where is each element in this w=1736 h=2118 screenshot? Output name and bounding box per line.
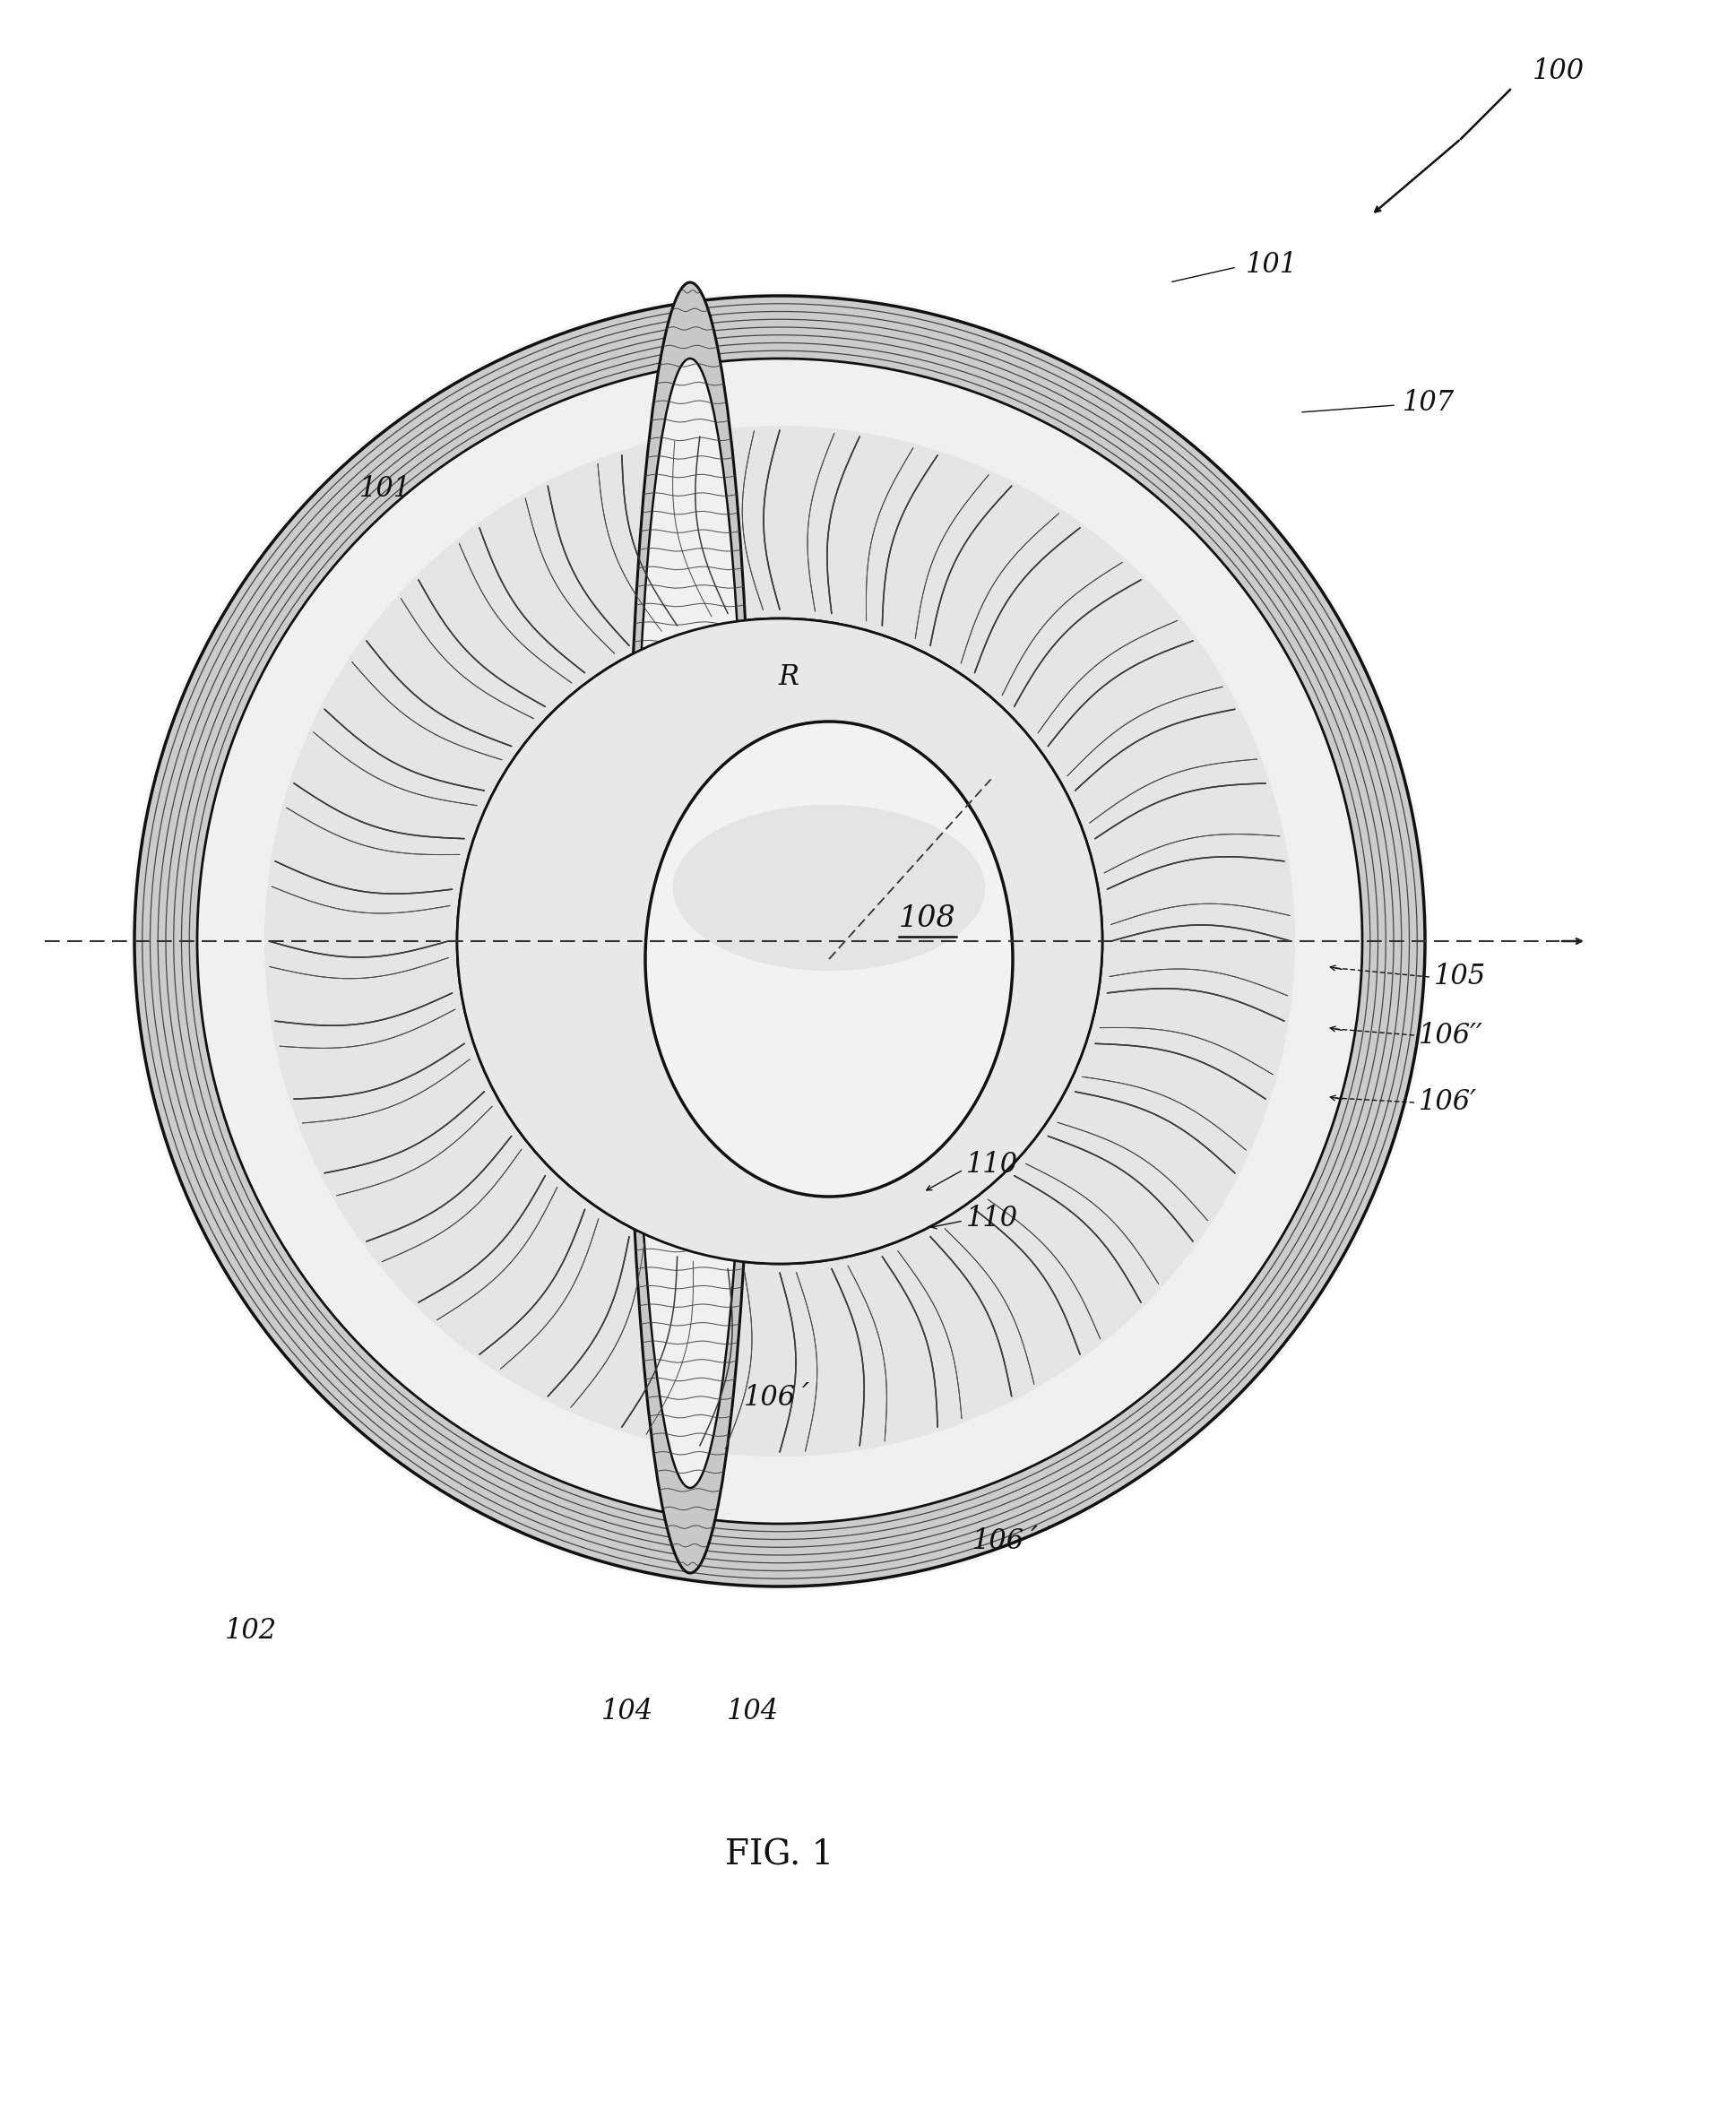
Ellipse shape: [674, 805, 986, 970]
Text: 101: 101: [1246, 250, 1299, 277]
Text: 104: 104: [601, 1699, 653, 1726]
Text: 110: 110: [967, 1205, 1019, 1233]
Circle shape: [134, 297, 1425, 1586]
Text: 106′: 106′: [1418, 1089, 1477, 1116]
Text: 107: 107: [1403, 390, 1455, 417]
Circle shape: [457, 618, 1102, 1264]
Circle shape: [198, 358, 1363, 1523]
Text: 106′′: 106′′: [1418, 1021, 1483, 1048]
Ellipse shape: [646, 722, 1012, 1197]
Text: 106´´: 106´´: [972, 1527, 1052, 1555]
Text: 101: 101: [359, 474, 411, 502]
Ellipse shape: [627, 282, 753, 1574]
Text: 102: 102: [226, 1618, 278, 1646]
Text: 108: 108: [899, 904, 957, 934]
Circle shape: [264, 426, 1295, 1457]
Text: 105: 105: [1434, 964, 1486, 991]
Text: 110: 110: [967, 1152, 1019, 1180]
Text: FIG. 1: FIG. 1: [726, 1838, 833, 1872]
Circle shape: [457, 618, 1102, 1264]
Ellipse shape: [635, 358, 746, 1487]
Text: 100: 100: [1533, 57, 1585, 85]
Text: 106´: 106´: [743, 1385, 809, 1413]
Circle shape: [130, 292, 1429, 1591]
Text: R: R: [778, 663, 799, 690]
Text: 104: 104: [727, 1699, 779, 1726]
